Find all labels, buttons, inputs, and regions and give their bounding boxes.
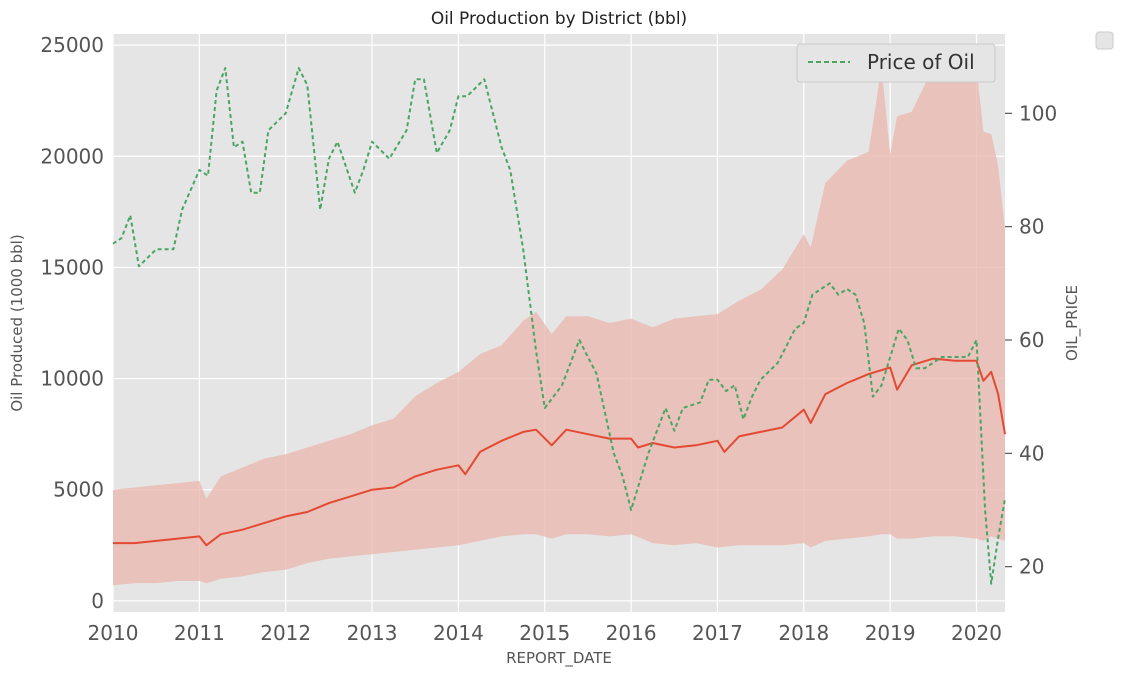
production-line-layer [113, 357, 1006, 547]
production-band-area [113, 60, 1005, 586]
x-tick-label: 2014 [433, 621, 484, 645]
legend-price-label: Price of Oil [867, 50, 975, 74]
x-axis-label: REPORT_DATE [506, 649, 612, 668]
y2-tick-label: 40 [1019, 441, 1044, 465]
chart-title: Oil Production by District (bbl) [431, 9, 687, 29]
price-line-layer [112, 67, 1006, 585]
legend-box [796, 43, 996, 83]
production-line [113, 357, 1006, 547]
x-tick-label: 2015 [519, 621, 570, 645]
y-tick-label: 15000 [40, 255, 104, 279]
x-tick-label: 2018 [778, 621, 829, 645]
empty-legend-box [1095, 31, 1114, 50]
price-of-oil-line [112, 67, 1006, 585]
legend: Price of Oil [796, 43, 996, 83]
y-tick-label: 20000 [40, 144, 104, 168]
x-tick-label: 2019 [865, 621, 916, 645]
x-tick-label: 2017 [692, 621, 743, 645]
y2-tick-label: 60 [1019, 328, 1044, 352]
y-axis-ticks: 0 5000 10000 15000 20000 25000 [40, 33, 104, 613]
y2-tick-label: 80 [1019, 215, 1044, 239]
production-range-band [113, 60, 1005, 586]
x-tick-label: 2020 [951, 621, 1002, 645]
y2-tick-label: 100 [1019, 101, 1057, 125]
y-tick-label: 5000 [53, 478, 104, 502]
y2-axis-ticks: 20 40 60 80 100 [1005, 101, 1057, 579]
x-axis-ticks: 2010 2011 2012 2013 2014 2015 2016 2017 2018 2019… [88, 621, 1002, 645]
x-tick-label: 2010 [88, 621, 139, 645]
y2-axis-label: OIL_PRICE [1063, 285, 1082, 361]
y-axis-label: Oil Produced (1000 bbl) [8, 234, 26, 411]
x-tick-label: 2012 [260, 621, 311, 645]
x-tick-label: 2011 [174, 621, 225, 645]
y-tick-label: 0 [91, 589, 104, 613]
x-tick-label: 2013 [347, 621, 398, 645]
y-tick-label: 10000 [40, 367, 104, 391]
y2-tick-label: 20 [1019, 555, 1044, 579]
x-tick-label: 2016 [606, 621, 657, 645]
y-tick-label: 25000 [40, 33, 104, 57]
